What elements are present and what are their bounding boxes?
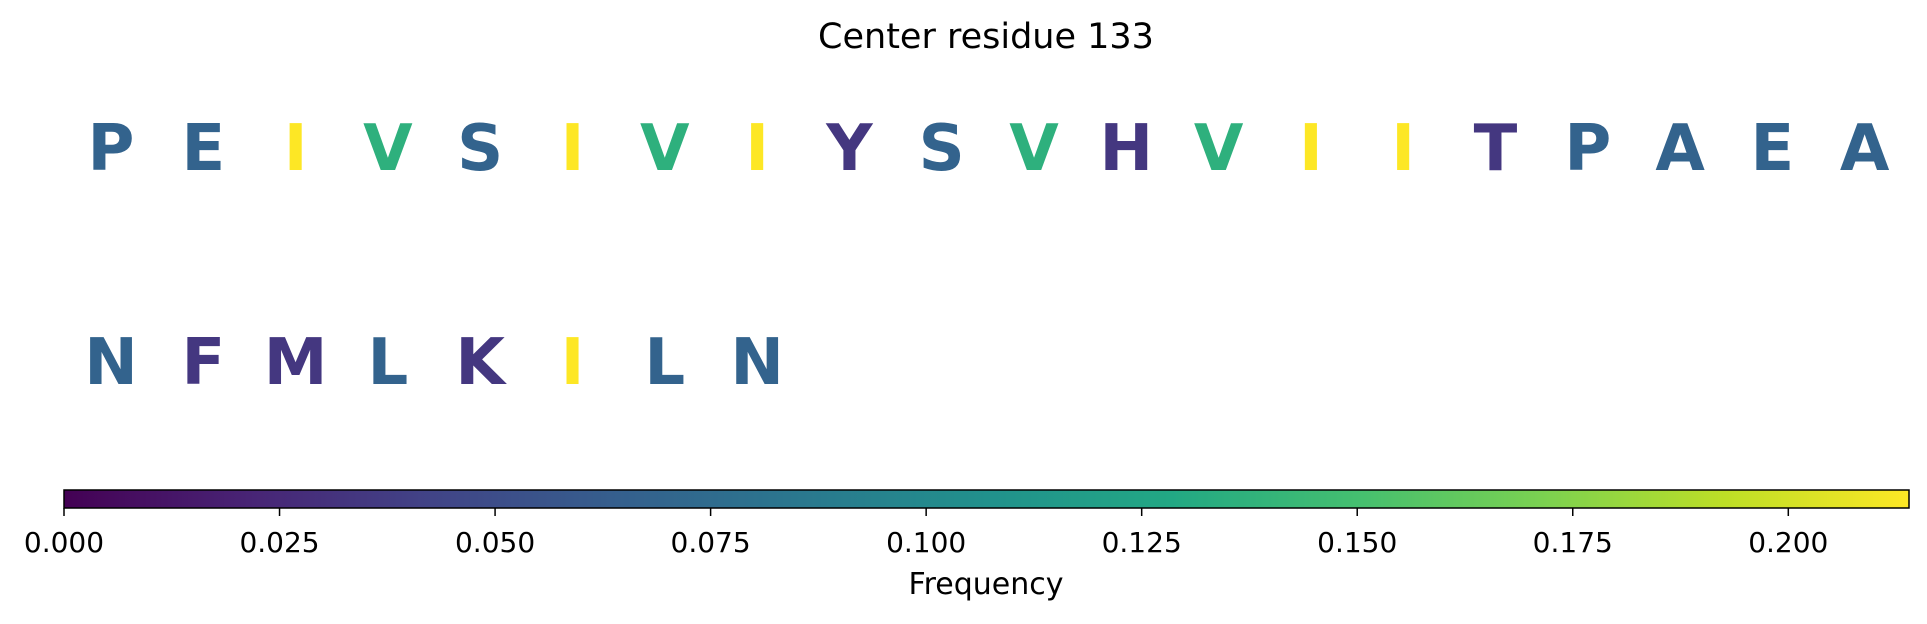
colorbar-tick-label-0: 0.000 <box>24 526 104 559</box>
residue-letter-r0-c3: V <box>363 112 413 186</box>
residue-letter-r1-c0: N <box>84 326 138 400</box>
residue-letter-r1-c4: K <box>455 326 507 400</box>
residue-letter-r1-c5: I <box>561 326 585 400</box>
colorbar-tick-label-6: 0.150 <box>1317 526 1397 559</box>
residue-letter-r0-c2: I <box>284 112 308 186</box>
chart-title: Center residue 133 <box>818 17 1154 57</box>
residue-letter-r0-c19: A <box>1840 112 1890 186</box>
residue-letter-r1-c3: L <box>368 326 409 400</box>
residue-letter-r0-c14: I <box>1391 112 1415 186</box>
residue-letter-r0-c12: V <box>1194 112 1244 186</box>
colorbar-label: Frequency <box>909 567 1064 602</box>
residue-letter-r1-c1: F <box>181 326 225 400</box>
colorbar-tick-label-3: 0.075 <box>671 526 751 559</box>
colorbar-tick-label-7: 0.175 <box>1533 526 1613 559</box>
residue-letter-r0-c18: E <box>1751 112 1795 186</box>
residue-letter-r0-c5: I <box>561 112 585 186</box>
colorbar-tick-label-2: 0.050 <box>455 526 535 559</box>
colorbar-gradient <box>63 489 1910 509</box>
residue-letter-r0-c13: I <box>1299 112 1323 186</box>
residue-letter-r0-c16: P <box>1564 112 1611 186</box>
residue-letters: P E I V S I V I Y S V H V I I T P A E AN F M L K I L N <box>84 112 1890 400</box>
colorbar-tick-label-1: 0.025 <box>239 526 319 559</box>
colorbar-ticks: 0.000 0.025 0.050 0.075 0.100 0.125 0.150 0.175… <box>24 508 1828 559</box>
residue-letter-r0-c7: I <box>745 112 769 186</box>
residue-letter-r0-c8: Y <box>825 112 873 186</box>
residue-letter-r0-c0: P <box>88 112 135 186</box>
colorbar-tick-label-5: 0.125 <box>1102 526 1182 559</box>
residue-letter-r0-c9: S <box>919 112 965 186</box>
residue-letter-r0-c1: E <box>181 112 225 186</box>
colorbar: 0.000 0.025 0.050 0.075 0.100 0.125 0.150 0.175… <box>24 489 1910 602</box>
colorbar-tick-label-4: 0.100 <box>886 526 966 559</box>
residue-letter-r1-c2: M <box>264 326 328 400</box>
residue-letter-r0-c4: S <box>457 112 503 186</box>
colorbar-tick-label-8: 0.200 <box>1748 526 1828 559</box>
residue-letter-r1-c7: N <box>730 326 784 400</box>
residue-letter-r0-c11: H <box>1100 112 1154 186</box>
residue-letter-r1-c6: L <box>644 326 685 400</box>
residue-letter-r0-c6: V <box>640 112 690 186</box>
residue-letter-r0-c17: A <box>1655 112 1705 186</box>
residue-letter-r0-c10: V <box>1009 112 1059 186</box>
residue-letter-r0-c15: T <box>1474 112 1518 186</box>
